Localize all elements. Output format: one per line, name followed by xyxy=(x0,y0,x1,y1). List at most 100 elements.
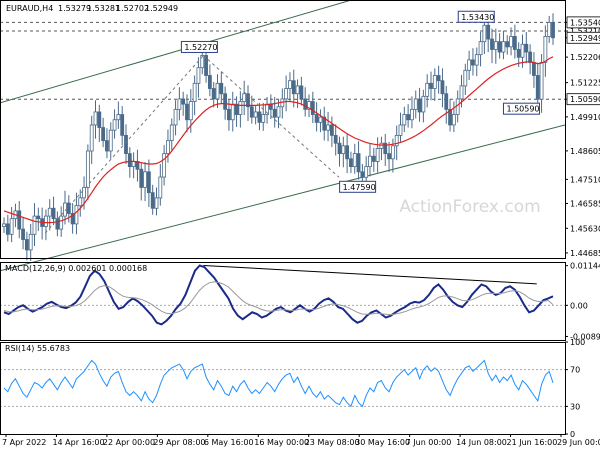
candle-body xyxy=(463,69,468,87)
candle-body xyxy=(188,101,193,121)
xtick-label: 29 Apr 08:00 xyxy=(153,438,205,447)
candle-body xyxy=(379,142,384,149)
candle-body xyxy=(322,116,327,131)
candle-body xyxy=(497,41,502,53)
xtick-label: 22 Apr 00:00 xyxy=(103,438,155,447)
candle-body xyxy=(204,55,208,76)
macd-title: MACD(12,26,9) 0.002601 0.000168 xyxy=(5,264,147,273)
candle-body xyxy=(47,207,52,217)
candle-body xyxy=(493,41,498,50)
candle-body xyxy=(143,171,147,188)
channel-lower-line xyxy=(0,124,566,272)
candle-body xyxy=(196,67,201,84)
candle-body xyxy=(112,119,117,131)
candle-body xyxy=(44,215,48,227)
candle-body xyxy=(36,215,41,220)
candle-body xyxy=(253,111,258,118)
candle-body xyxy=(242,93,247,102)
candle-body xyxy=(429,82,433,89)
candle-body xyxy=(124,134,128,155)
candle-body xyxy=(318,116,323,123)
candle-body xyxy=(32,215,37,235)
candle-body xyxy=(154,197,159,209)
xtick-label: 14 Jun 08:00 xyxy=(456,438,507,447)
candle-body xyxy=(375,147,380,162)
price-ytick-label: 1.45630 xyxy=(570,224,600,233)
candle-body xyxy=(356,153,361,173)
candle-body xyxy=(387,153,391,160)
candle-body xyxy=(383,142,388,155)
candle-body xyxy=(547,21,552,37)
price-ytick-label: 1.52949 xyxy=(570,34,600,43)
candle-body xyxy=(120,114,125,136)
rsi-ytick-label: 100 xyxy=(570,338,585,347)
candle-body xyxy=(478,41,483,56)
candle-body xyxy=(299,85,304,100)
xtick-label: 23 May 08:00 xyxy=(305,438,360,447)
candle-body xyxy=(146,171,151,194)
price-ytick-label: 1.48605 xyxy=(570,147,600,156)
xtick-label: 7 Apr 2022 xyxy=(2,438,46,447)
candle-body xyxy=(257,111,262,123)
price-ytick-box xyxy=(566,93,600,106)
candle-body xyxy=(181,98,186,105)
annotation-label: 1.53430 xyxy=(461,13,494,22)
candle-body xyxy=(524,43,529,53)
candle-body xyxy=(345,145,350,160)
candle-body xyxy=(59,215,64,230)
candle-body xyxy=(230,103,235,121)
candle-body xyxy=(436,75,441,82)
candle-body xyxy=(512,36,517,50)
candle-body xyxy=(467,59,472,71)
candle-body xyxy=(329,124,334,136)
candles xyxy=(2,12,555,261)
price-ytick-label: 1.47510 xyxy=(570,175,600,184)
candle-body xyxy=(127,153,132,168)
candle-body xyxy=(82,187,86,199)
candle-body xyxy=(55,218,60,230)
candle-body xyxy=(284,88,289,100)
rsi-title: RSI(14) 55.6783 xyxy=(5,344,70,353)
candle-body xyxy=(490,38,494,50)
candle-body xyxy=(105,140,109,152)
candle-body xyxy=(314,114,319,123)
candle-body xyxy=(444,93,449,110)
candle-body xyxy=(390,145,395,160)
candle-body xyxy=(268,103,273,110)
price-ytick-box xyxy=(566,16,600,29)
candle-body xyxy=(349,158,353,168)
annotation-box xyxy=(457,10,495,23)
candle-body xyxy=(440,80,445,95)
candle-body xyxy=(2,223,6,227)
candle-body xyxy=(158,176,163,199)
candle-body xyxy=(451,114,456,126)
candle-body xyxy=(93,111,98,126)
xtick-label: 14 Apr 16:00 xyxy=(52,438,104,447)
candle-body xyxy=(471,59,475,66)
macd-ytick-label: -0.008977 xyxy=(570,332,600,341)
candle-body xyxy=(166,140,170,155)
candle-body xyxy=(150,192,155,209)
candle-body xyxy=(139,168,144,188)
candle-body xyxy=(520,43,525,58)
candle-body xyxy=(310,101,315,115)
candle-body xyxy=(97,111,102,128)
candle-body xyxy=(116,114,121,121)
candle-body xyxy=(402,114,407,126)
channel-upper-line xyxy=(0,0,354,104)
watermark: ActionForex.com xyxy=(399,197,540,217)
candle-body xyxy=(246,93,250,108)
candle-body xyxy=(207,75,212,89)
candle-body xyxy=(227,108,231,121)
candle-body xyxy=(89,124,94,152)
candle-body xyxy=(162,153,167,178)
candle-body xyxy=(66,202,71,214)
rsi-panel-frame xyxy=(0,342,566,435)
xtick-label: 7 Jun 00:00 xyxy=(406,438,452,447)
candle-body xyxy=(303,98,308,110)
macd-signal-line xyxy=(3,281,554,316)
candle-body xyxy=(307,101,311,110)
candle-body xyxy=(326,124,330,131)
candle-body xyxy=(474,54,479,66)
price-ytick-label: 1.50590 xyxy=(570,95,600,104)
